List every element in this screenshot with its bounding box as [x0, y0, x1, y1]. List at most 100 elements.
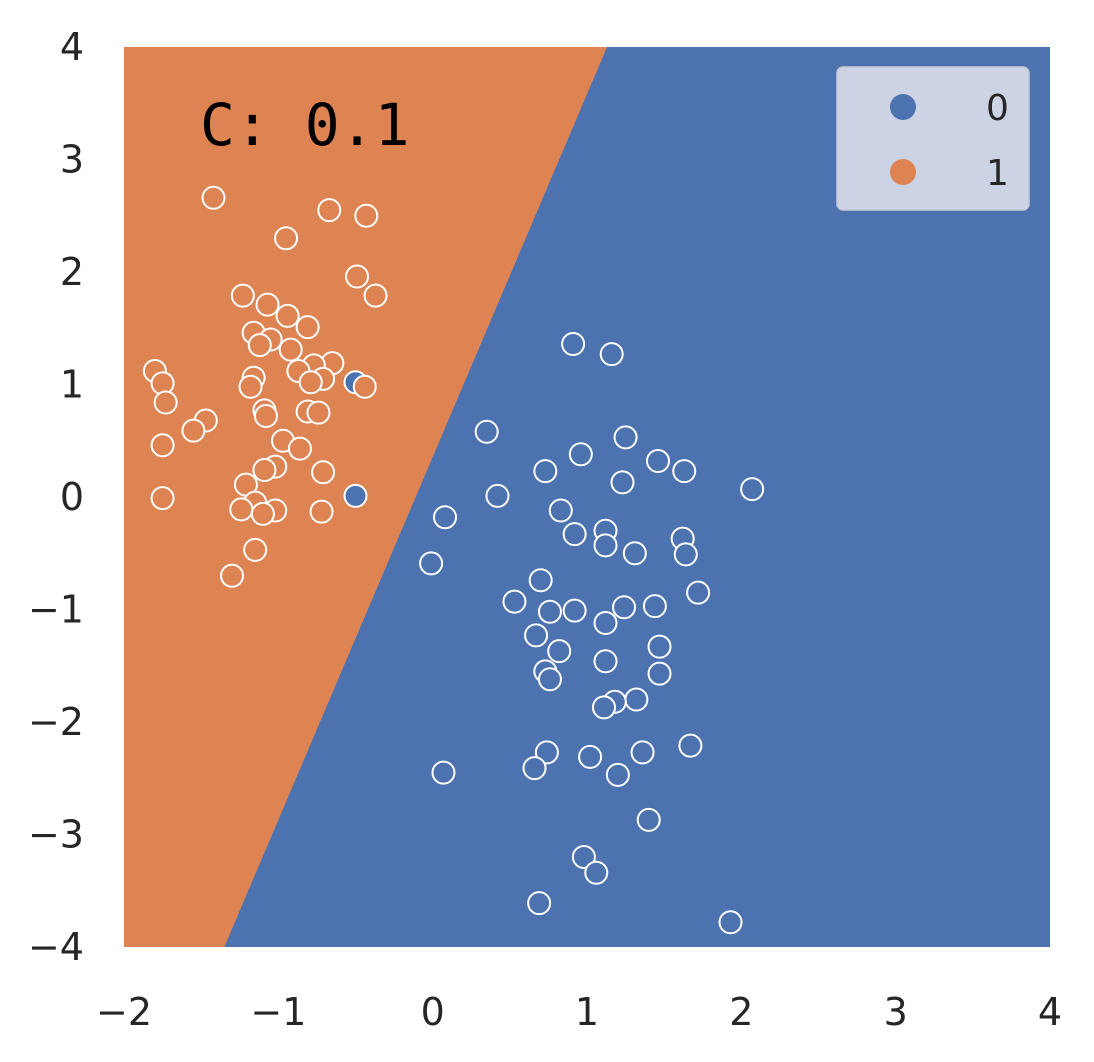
data-point-class-0 — [591, 695, 616, 720]
data-point-class-0 — [537, 599, 562, 624]
data-point-class-1 — [229, 497, 254, 522]
data-point-class-1 — [345, 264, 370, 289]
data-point-class-0 — [431, 760, 456, 785]
data-point-class-0 — [419, 551, 444, 576]
data-point-class-0 — [474, 419, 499, 444]
data-point-class-0 — [561, 332, 586, 356]
data-point-class-1 — [311, 460, 336, 485]
data-point-class-1 — [287, 436, 312, 461]
data-point-class-0 — [562, 598, 587, 623]
data-point-class-1 — [150, 433, 175, 458]
legend: 0 1 — [836, 66, 1030, 211]
data-point-class-0 — [622, 541, 647, 566]
data-point-class-0 — [593, 611, 618, 635]
x-tick-label: 1 — [575, 990, 599, 1034]
data-point-class-0 — [548, 498, 573, 523]
y-tick-label: 4 — [60, 25, 84, 69]
data-point-class-1 — [220, 563, 245, 588]
data-point-class-1 — [274, 226, 299, 251]
data-point-class-0 — [343, 483, 368, 508]
y-tick-label: 2 — [60, 250, 84, 294]
data-point-class-0 — [562, 522, 587, 547]
data-point-class-0 — [613, 425, 638, 450]
data-point-class-0 — [568, 442, 593, 467]
data-point-class-0 — [636, 807, 661, 832]
data-point-class-1 — [238, 374, 263, 399]
data-point-class-1 — [253, 404, 278, 428]
data-point-class-0 — [612, 595, 637, 620]
data-point-class-0 — [527, 891, 552, 916]
data-point-class-1 — [250, 501, 275, 526]
x-tick-label: 3 — [884, 990, 908, 1034]
data-point-class-0 — [647, 634, 672, 659]
legend-marker-1 — [890, 159, 916, 185]
data-point-class-1 — [275, 303, 300, 328]
data-point-class-0 — [522, 756, 547, 781]
data-point-class-0 — [537, 667, 562, 692]
data-point-class-1 — [306, 400, 331, 425]
data-point-class-0 — [645, 449, 670, 473]
y-tick-label: 1 — [60, 363, 84, 407]
data-point-class-1 — [243, 537, 268, 562]
data-point-class-1 — [309, 499, 334, 524]
data-point-class-1 — [255, 292, 280, 317]
data-point-class-0 — [686, 580, 711, 605]
data-point-class-1 — [252, 458, 277, 482]
y-tick-label: −2 — [28, 700, 84, 744]
data-point-class-0 — [605, 762, 630, 787]
data-point-class-0 — [740, 477, 765, 502]
data-point-class-0 — [528, 568, 553, 593]
data-point-class-1 — [298, 370, 323, 395]
data-point-class-0 — [533, 459, 558, 484]
data-point-class-1 — [230, 283, 255, 308]
legend-marker-0 — [890, 94, 916, 120]
data-point-class-1 — [153, 390, 178, 415]
data-point-class-0 — [485, 483, 510, 508]
points-layer — [142, 185, 765, 935]
data-point-class-1 — [363, 283, 388, 308]
y-tick-label: −4 — [28, 925, 84, 969]
data-point-class-0 — [673, 542, 698, 567]
data-point-class-1 — [354, 203, 379, 228]
y-tick-label: −1 — [28, 588, 84, 632]
x-tick-labels: −2 −1 0 1 2 3 4 — [96, 990, 1062, 1034]
data-point-class-1 — [181, 418, 206, 443]
x-tick-label: −1 — [250, 990, 306, 1034]
data-point-class-0 — [642, 594, 667, 619]
data-point-class-1 — [150, 486, 175, 511]
data-point-class-0 — [630, 740, 655, 765]
data-point-class-0 — [578, 744, 603, 769]
data-point-class-0 — [599, 342, 624, 367]
data-point-class-0 — [672, 459, 697, 484]
data-point-class-1 — [278, 337, 303, 362]
data-point-class-0 — [524, 623, 549, 648]
data-point-class-0 — [624, 687, 649, 712]
legend-label-0: 0 — [986, 88, 1009, 129]
data-point-class-0 — [593, 533, 618, 558]
data-point-class-0 — [433, 505, 458, 530]
data-point-class-0 — [584, 860, 609, 885]
data-point-class-0 — [502, 589, 527, 614]
data-point-class-1 — [247, 333, 272, 358]
x-tick-label: 0 — [421, 990, 445, 1034]
data-point-class-0 — [547, 639, 572, 664]
data-point-class-0 — [678, 733, 703, 758]
data-point-class-1 — [201, 185, 226, 210]
data-point-class-0 — [534, 740, 559, 765]
y-tick-labels: −4 −3 −2 −1 0 1 2 3 4 — [28, 25, 84, 969]
y-tick-label: −3 — [28, 813, 84, 857]
legend-label-1: 1 — [986, 153, 1009, 194]
data-point-class-0 — [593, 649, 618, 674]
legend-box — [836, 66, 1030, 211]
data-point-class-0 — [647, 661, 672, 686]
x-tick-label: 2 — [729, 990, 753, 1034]
annotation-c-value: C: 0.1 — [200, 91, 410, 159]
data-point-class-0 — [610, 470, 635, 495]
data-point-class-0 — [718, 910, 743, 935]
data-point-class-0 — [571, 845, 596, 869]
x-tick-label: 4 — [1038, 990, 1062, 1034]
data-point-class-1 — [317, 198, 342, 223]
x-tick-label: −2 — [96, 990, 152, 1034]
y-tick-label: 3 — [60, 138, 84, 182]
